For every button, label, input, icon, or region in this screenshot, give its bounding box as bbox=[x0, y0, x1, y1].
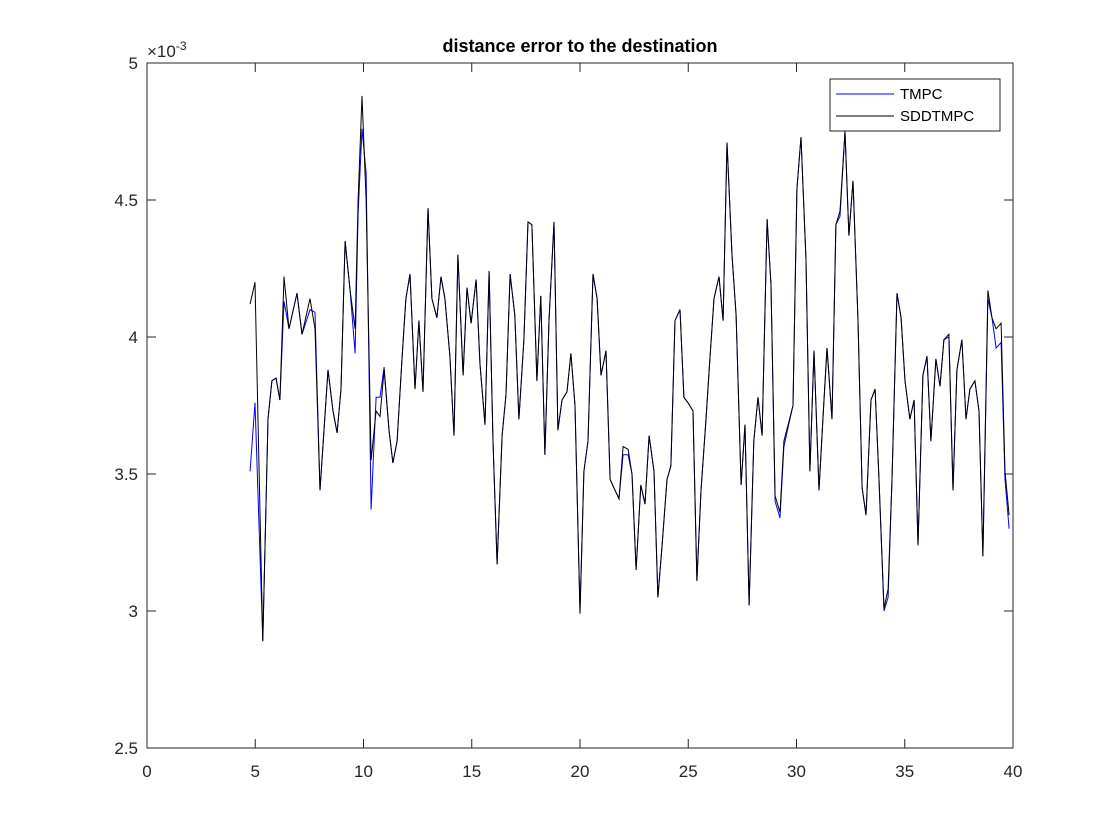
legend: TMPC SDDTMPC bbox=[829, 78, 1001, 132]
y-tick-label: 4.5 bbox=[114, 191, 138, 210]
legend-text: TMPC bbox=[900, 86, 943, 103]
y-tick-label: 3.5 bbox=[114, 465, 138, 484]
x-tick-label: 40 bbox=[1004, 762, 1023, 781]
y-scale-label: ×10-3 bbox=[147, 39, 187, 61]
chart-title: distance error to the destination bbox=[442, 36, 717, 56]
legend-text: SDDTMPC bbox=[900, 108, 974, 125]
y-tick-label: 3 bbox=[129, 602, 138, 621]
x-tick-label: 0 bbox=[142, 762, 151, 781]
line bbox=[249, 95, 1010, 642]
plot-area bbox=[146, 62, 1014, 749]
x-tick-label: 10 bbox=[354, 762, 373, 781]
y-tick-label: 2.5 bbox=[114, 739, 138, 758]
x-tick-label: 20 bbox=[571, 762, 590, 781]
y-scale-base: ×10 bbox=[147, 42, 176, 61]
legend-box bbox=[829, 78, 1001, 132]
x-tick-label: 5 bbox=[251, 762, 260, 781]
x-tick-label: 35 bbox=[895, 762, 914, 781]
y-scale-exponent: -3 bbox=[176, 39, 187, 53]
x-tick-label: 25 bbox=[679, 762, 698, 781]
y-tick-label: 5 bbox=[129, 54, 138, 73]
x-tick-label: 15 bbox=[462, 762, 481, 781]
y-tick-label: 4 bbox=[129, 328, 138, 347]
x-tick-label: 30 bbox=[787, 762, 806, 781]
